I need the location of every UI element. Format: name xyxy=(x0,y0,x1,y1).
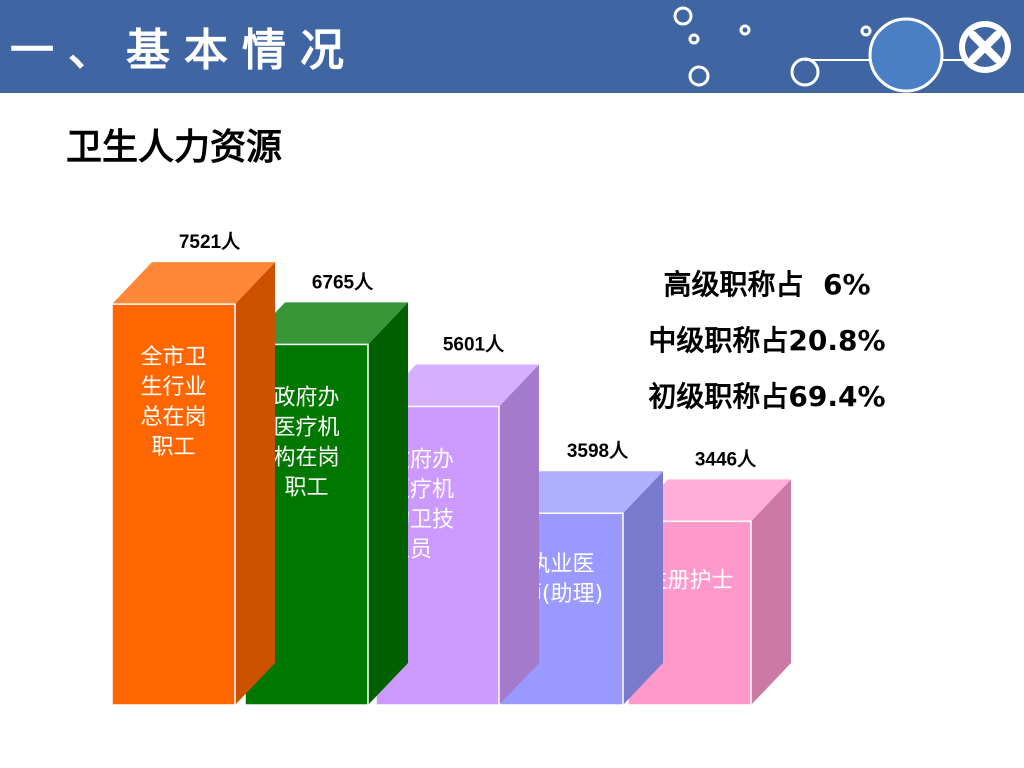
value-label: 3598人 xyxy=(567,440,629,462)
category-label-line: 全市卫 xyxy=(140,345,206,370)
header-banner: 一、基本情况 xyxy=(0,0,1024,93)
bar-top-face xyxy=(500,471,663,514)
junior-title-ratio: 初级职称占69.4% xyxy=(648,380,886,413)
intermediate-title-ratio: 中级职称占20.8% xyxy=(648,324,886,357)
category-label: 政府办医疗机构在岗职工 xyxy=(273,385,339,500)
bar-top-face xyxy=(245,302,408,345)
bar-top-face xyxy=(628,479,791,522)
category-label-line: 职工 xyxy=(284,475,328,500)
bar-top-face xyxy=(376,364,539,407)
decorative-circles xyxy=(673,6,1011,93)
category-label-line: 职工 xyxy=(151,435,195,460)
senior-title-ratio: 高级职称占 6% xyxy=(663,268,871,301)
bar-side-face xyxy=(499,364,539,705)
bar-side-face xyxy=(623,471,663,705)
value-label: 7521人 xyxy=(179,231,241,253)
value-label: 6765人 xyxy=(312,271,374,293)
bar-top-face xyxy=(112,262,275,305)
bar-front-face xyxy=(111,303,236,706)
bar-side-face xyxy=(751,479,791,705)
bar-1: 全市卫生行业总在岗职工 7521人 xyxy=(111,231,275,706)
medical-cross-icon xyxy=(959,21,1011,73)
category-label-line: 构在岗 xyxy=(273,445,339,470)
category-label-line: 生行业 xyxy=(140,375,206,400)
value-label: 3446人 xyxy=(695,448,757,470)
section-title: 一、基本情况 xyxy=(10,25,358,76)
value-label: 5601人 xyxy=(443,333,505,355)
category-label-line: 政府办 xyxy=(273,385,339,410)
title-ratio-list: 高级职称占 6% 中级职称占20.8% 初级职称占69.4% xyxy=(636,262,898,430)
category-label-line: 医疗机 xyxy=(273,415,339,440)
category-label-line: 总在岗 xyxy=(140,405,206,430)
page-subtitle: 卫生人力资源 xyxy=(66,127,283,168)
category-label: 全市卫生行业总在岗职工 xyxy=(140,345,206,460)
category-label-line: 执业医 xyxy=(528,552,594,577)
bar-side-face xyxy=(235,262,275,705)
bar-side-face xyxy=(368,302,408,705)
